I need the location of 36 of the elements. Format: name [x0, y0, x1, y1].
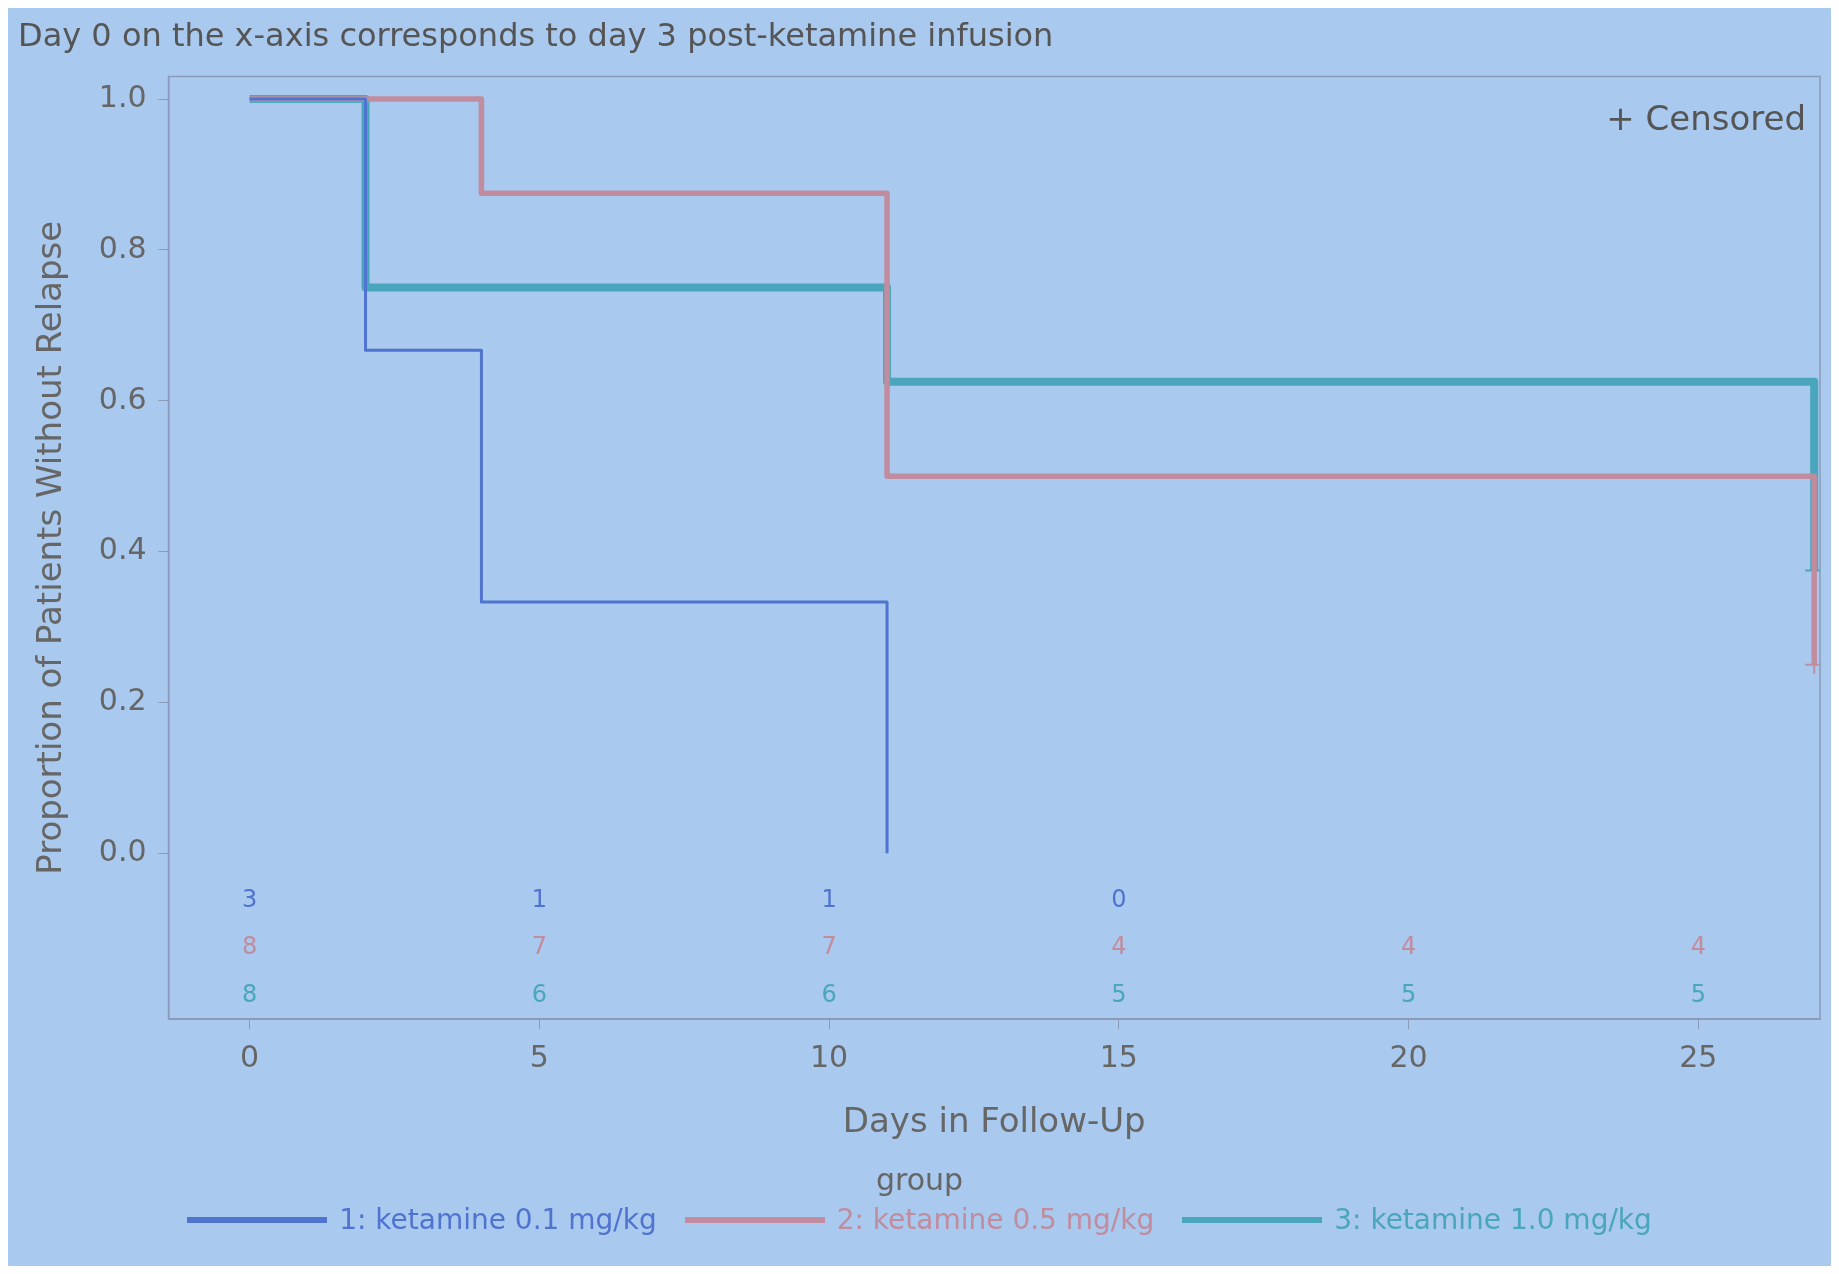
text: 1: ketamine 0.1 mg/kg: [339, 1203, 657, 1236]
y-tick-label: 0.2: [98, 682, 147, 718]
y-tick-label: 0.8: [98, 229, 147, 265]
chart-title: Day 0 on the x-axis corresponds to day 3 post-ketamine infusion: [18, 15, 1054, 54]
annotation: 7: [821, 932, 837, 961]
annotation: + Censored: [1606, 98, 1806, 139]
legend-label: 3: ketamine 1.0 mg/kg: [1334, 1203, 1652, 1236]
x-tick-label: 10: [810, 1039, 849, 1074]
annotation: 5: [1400, 979, 1417, 1008]
legend-label: 2: ketamine 0.5 mg/kg: [836, 1203, 1155, 1236]
x-tick-label: 15: [1099, 1039, 1138, 1074]
annotation: 6: [821, 979, 837, 1008]
y-tick-label: 0.4: [98, 531, 147, 567]
y-axis-title: Proportion of Patients Without Relapse: [29, 220, 70, 875]
annotation: 4: [1690, 932, 1706, 961]
annotation: 0: [1111, 884, 1127, 913]
annotation: 4: [1111, 932, 1127, 961]
x-tick-label: 25: [1679, 1039, 1718, 1074]
legend-title: group: [874, 1162, 965, 1197]
x-tick-label: 0: [240, 1039, 260, 1074]
annotation: 4: [1400, 932, 1417, 961]
annotation: 6: [531, 979, 548, 1008]
x-tick-label: 20: [1389, 1039, 1428, 1074]
annotation: 7: [531, 932, 548, 961]
y-tick-label: 0.6: [98, 380, 147, 416]
annotation: 8: [242, 932, 258, 961]
x-axis-title: Days in Follow-Up: [842, 1100, 1146, 1141]
annotation: 1: [821, 884, 837, 913]
annotation: 1: [531, 884, 548, 913]
y-tick-label: 1.0: [98, 78, 147, 114]
y-tick-label: 0.0: [98, 833, 147, 869]
annotation: 5: [1111, 979, 1127, 1008]
annotation: 3: [242, 884, 258, 913]
annotation: 5: [1690, 979, 1706, 1008]
x-tick-label: 5: [529, 1039, 549, 1074]
annotation: 8: [242, 979, 258, 1008]
